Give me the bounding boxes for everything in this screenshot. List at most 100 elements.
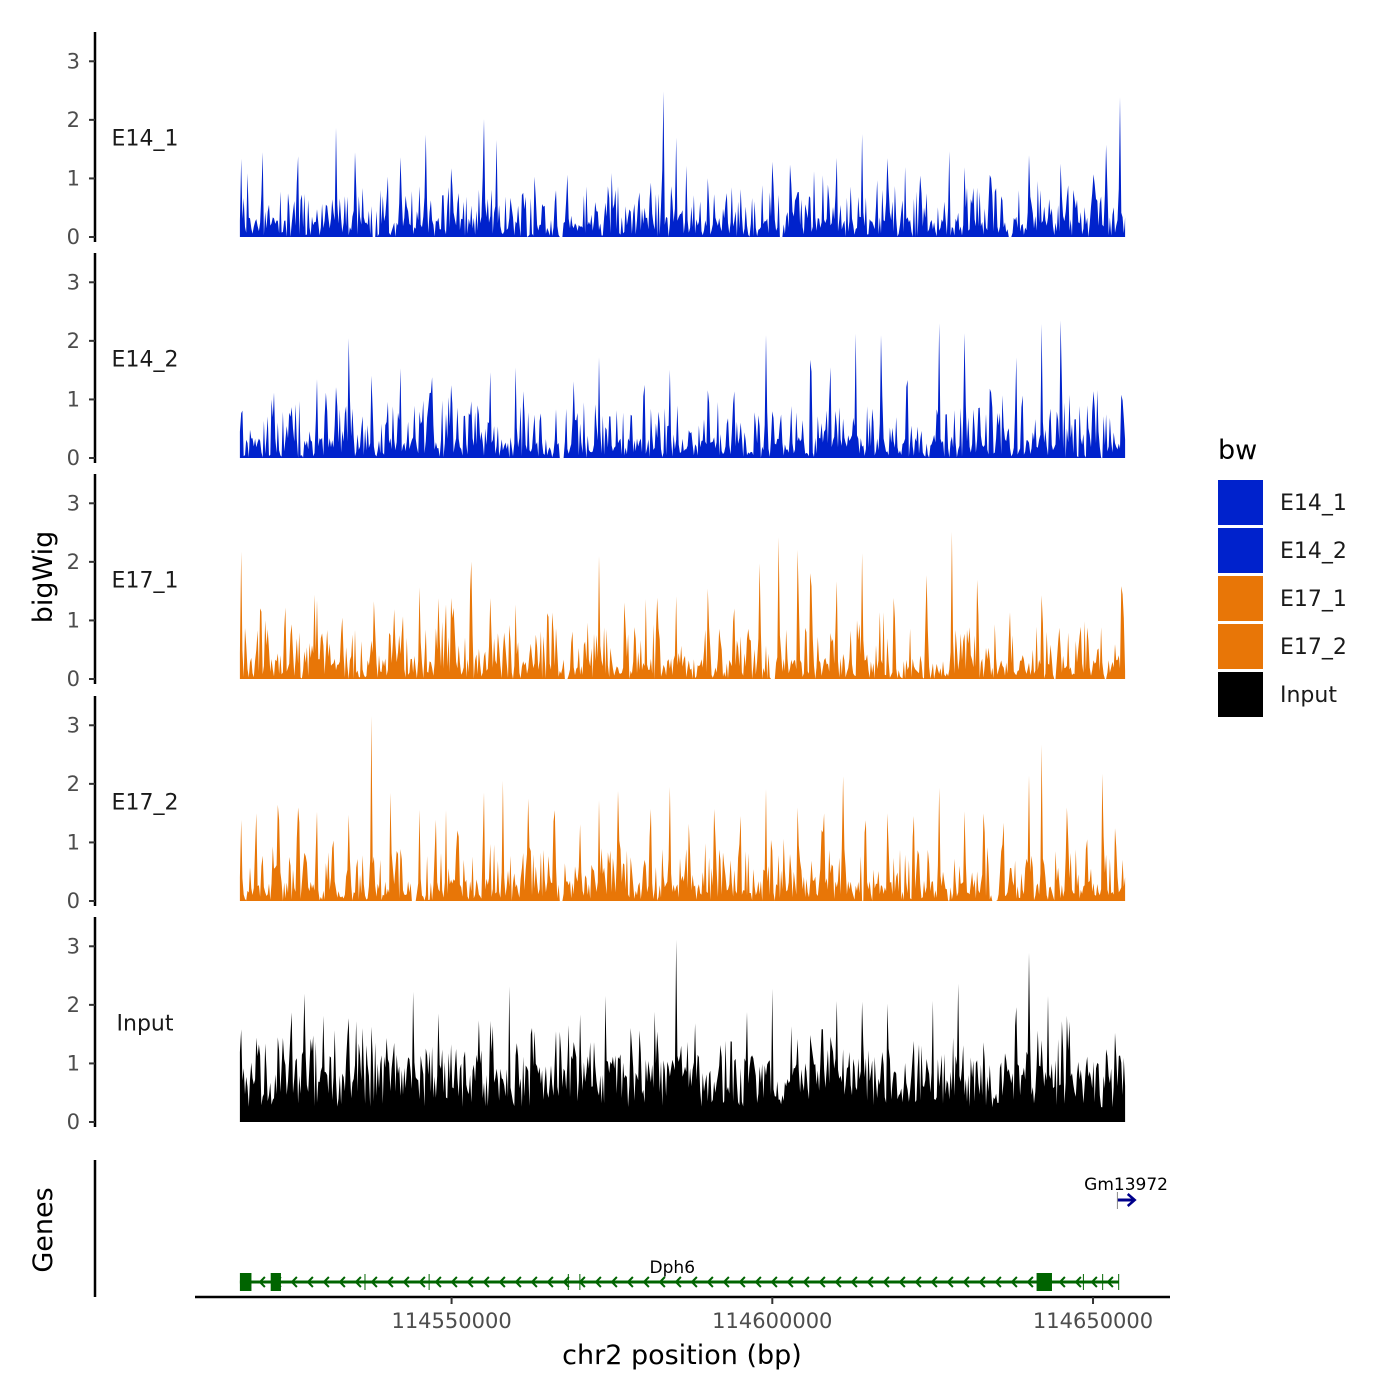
legend-title: bw: [1218, 435, 1257, 466]
strand-chevron: [930, 1276, 938, 1288]
legend-label: E17_2: [1280, 635, 1347, 660]
x-tick-label: 114550000: [391, 1309, 511, 1333]
bigwig-panels: 0 1 2 3 E14_1 0 1 2 3 E14_2 0 1 2 3 E17_1 0 1 2 3 E17_2 0 1 2 3…: [67, 32, 1126, 1134]
strand-chevron: [978, 1276, 986, 1288]
strand-chevron: [882, 1276, 890, 1288]
strand-chevron: [562, 1276, 570, 1288]
strand-chevron: [706, 1276, 714, 1288]
strand-chevron: [1106, 1276, 1114, 1288]
panel-e17-2: 0 1 2 3 E17_2: [67, 696, 1126, 913]
strand-chevron: [754, 1276, 762, 1288]
strand-chevron: [610, 1276, 618, 1288]
strand-chevron: [866, 1276, 874, 1288]
signal-area: [239, 715, 1126, 901]
strand-chevron: [258, 1276, 266, 1288]
y-tick-label: 0: [67, 1110, 80, 1134]
strand-chevron: [1090, 1276, 1098, 1288]
signal-area: [239, 320, 1126, 458]
y-tick-label: 3: [67, 270, 80, 294]
strand-chevron: [306, 1276, 314, 1288]
legend-label: Input: [1280, 683, 1337, 708]
strand-chevron: [466, 1276, 474, 1288]
y-tick-label: 2: [67, 772, 80, 796]
strand-chevron: [1058, 1276, 1066, 1288]
strand-chevron: [354, 1276, 362, 1288]
legend-label: E14_2: [1280, 539, 1347, 564]
track-label: E17_1: [112, 568, 179, 593]
y-tick-label: 3: [67, 49, 80, 73]
panel-input: 0 1 2 3 Input: [67, 917, 1126, 1134]
y-tick-label: 0: [67, 446, 80, 470]
strand-chevron: [594, 1276, 602, 1288]
y-tick-label: 1: [67, 830, 80, 854]
exon: [239, 1273, 252, 1291]
y-axis-title: bigWig: [28, 531, 59, 624]
x-axis-title: chr2 position (bp): [562, 1340, 802, 1371]
strand-chevron: [818, 1276, 826, 1288]
panel-e14-2: 0 1 2 3 E14_2: [67, 253, 1126, 470]
genes-panel: Dph6 Gm13972: [93, 1160, 1168, 1297]
strand-chevron: [514, 1276, 522, 1288]
panel-e17-1: 0 1 2 3 E17_1: [67, 474, 1126, 691]
strand-chevron: [802, 1276, 810, 1288]
strand-chevron: [834, 1276, 842, 1288]
strand-chevron: [338, 1276, 346, 1288]
strand-chevron: [770, 1276, 778, 1288]
y-tick-label: 0: [67, 889, 80, 913]
strand-chevron: [850, 1276, 858, 1288]
strand-chevron: [642, 1276, 650, 1288]
y-tick-label: 1: [67, 608, 80, 632]
legend-label: E14_1: [1280, 491, 1347, 516]
strand-chevron: [434, 1276, 442, 1288]
signal-area: [239, 91, 1126, 238]
y-tick-label: 1: [67, 387, 80, 411]
strand-chevron: [994, 1276, 1002, 1288]
strand-chevron: [914, 1276, 922, 1288]
strand-chevron: [418, 1276, 426, 1288]
y-tick-label: 2: [67, 550, 80, 574]
strand-chevron: [290, 1276, 298, 1288]
strand-chevron: [370, 1276, 378, 1288]
strand-chevron: [386, 1276, 394, 1288]
legend-swatch: [1218, 624, 1263, 669]
y-tick-label: 2: [67, 329, 80, 353]
gene-label: Dph6: [650, 1258, 695, 1278]
track-label: E14_1: [112, 126, 179, 151]
strand-chevron: [690, 1276, 698, 1288]
x-tick-label: 114600000: [712, 1309, 832, 1333]
legend: bw E14_1 E14_2 E17_1 E17_2 Input: [1218, 435, 1347, 717]
strand-chevron: [530, 1276, 538, 1288]
legend-swatch: [1218, 576, 1263, 621]
y-tick-label: 0: [67, 667, 80, 691]
y-tick-label: 3: [67, 491, 80, 515]
track-label: E17_2: [112, 790, 179, 815]
exon: [1036, 1273, 1052, 1291]
strand-chevron: [1074, 1276, 1082, 1288]
y-tick-label: 3: [67, 934, 80, 958]
y-tick-label: 1: [67, 1051, 80, 1075]
strand-chevron: [658, 1276, 666, 1288]
strand-chevron: [946, 1276, 954, 1288]
y-tick-label: 1: [67, 166, 80, 190]
strand-chevron: [482, 1276, 490, 1288]
strand-chevron: [786, 1276, 794, 1288]
strand-arrow: [1126, 1193, 1137, 1207]
strand-chevron: [674, 1276, 682, 1288]
track-label: E14_2: [112, 347, 179, 372]
panel-e14-1: 0 1 2 3 E14_1: [67, 32, 1126, 249]
strand-chevron: [626, 1276, 634, 1288]
y-tick-label: 2: [67, 108, 80, 132]
x-tick-label: 114650000: [1033, 1309, 1153, 1333]
legend-swatch: [1218, 480, 1263, 525]
strand-chevron: [450, 1276, 458, 1288]
strand-chevron: [898, 1276, 906, 1288]
gene-gm13972: Gm13972: [1084, 1175, 1168, 1209]
strand-chevron: [546, 1276, 554, 1288]
strand-chevron: [402, 1276, 410, 1288]
genes-axis-title: Genes: [28, 1187, 59, 1272]
y-tick-label: 0: [67, 225, 80, 249]
strand-chevron: [722, 1276, 730, 1288]
strand-chevron: [962, 1276, 970, 1288]
track-label: Input: [117, 1011, 174, 1036]
